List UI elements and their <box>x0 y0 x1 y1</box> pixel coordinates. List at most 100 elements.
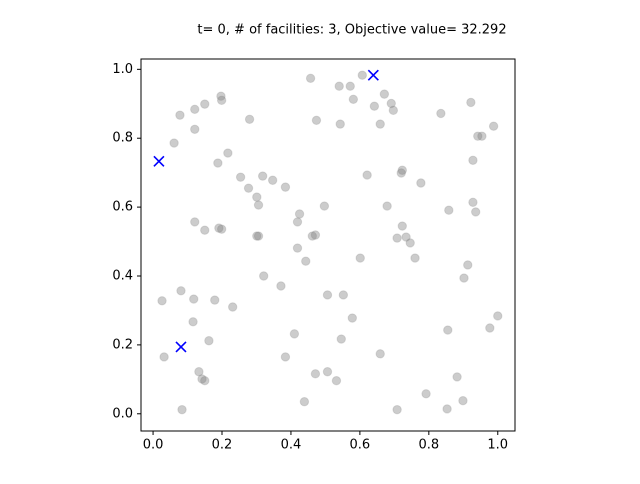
point <box>216 91 226 101</box>
point <box>253 200 264 210</box>
point <box>301 256 311 266</box>
point <box>369 101 380 111</box>
point <box>190 104 200 114</box>
x-tick-label: 1.0 <box>487 438 508 453</box>
point <box>188 317 198 327</box>
x-tick-label: 0.2 <box>212 438 233 453</box>
point <box>227 302 238 312</box>
point <box>243 183 254 193</box>
point <box>459 273 469 283</box>
point <box>280 352 291 362</box>
point <box>331 376 342 386</box>
point <box>436 108 446 119</box>
point <box>347 313 358 323</box>
point <box>392 233 402 243</box>
point <box>223 148 233 158</box>
point <box>357 70 367 80</box>
point <box>452 372 462 382</box>
point <box>244 114 255 124</box>
point <box>401 232 411 242</box>
point <box>169 138 179 148</box>
point <box>194 367 204 377</box>
point <box>442 404 452 414</box>
point <box>252 192 262 202</box>
point <box>322 290 333 300</box>
point <box>213 158 223 168</box>
x-tick-label: 0.6 <box>350 438 371 453</box>
point <box>444 205 454 215</box>
point <box>305 73 316 83</box>
point <box>338 290 349 300</box>
point <box>190 217 200 227</box>
point <box>210 295 220 305</box>
plot-frame <box>140 58 516 432</box>
point <box>468 155 478 165</box>
point <box>319 201 330 211</box>
point <box>177 404 187 415</box>
chart-title: t= 0, # of facilities: 3, Objective valu… <box>197 23 506 38</box>
y-tick-label: 0.0 <box>112 406 133 421</box>
y-tick-label: 0.8 <box>112 131 133 146</box>
y-tick-label: 0.4 <box>112 269 133 284</box>
point <box>200 376 210 386</box>
x-tick-label: 0.4 <box>281 438 302 453</box>
x-tick-label: 0.0 <box>143 438 164 453</box>
point <box>252 231 262 241</box>
point <box>375 119 385 129</box>
point <box>310 369 321 379</box>
point <box>397 165 407 175</box>
point <box>463 260 473 270</box>
point <box>443 325 453 335</box>
point <box>175 110 185 120</box>
point <box>410 253 420 263</box>
point <box>235 172 246 182</box>
point <box>471 207 481 217</box>
point <box>216 224 227 234</box>
point <box>388 105 399 116</box>
point <box>416 178 426 188</box>
point <box>379 89 390 99</box>
point <box>276 281 286 291</box>
point <box>189 294 199 304</box>
point <box>307 231 318 241</box>
point <box>253 231 264 241</box>
y-tick-label: 0.6 <box>112 200 133 215</box>
point <box>197 374 207 384</box>
x-tick-label: 0.8 <box>418 438 439 453</box>
point <box>397 221 407 231</box>
point <box>216 95 227 106</box>
point <box>200 225 210 235</box>
point <box>159 352 169 362</box>
point <box>466 97 476 108</box>
facility-marker <box>175 341 187 353</box>
point <box>322 367 333 377</box>
point <box>392 404 402 415</box>
point <box>259 271 269 281</box>
point <box>473 131 483 141</box>
point <box>458 395 468 406</box>
point <box>362 170 372 180</box>
point <box>488 121 499 131</box>
point <box>200 99 210 109</box>
point <box>292 243 303 253</box>
point <box>355 253 365 263</box>
point <box>299 397 310 407</box>
y-tick-label: 0.2 <box>112 337 133 352</box>
point <box>336 334 346 344</box>
point <box>386 98 396 109</box>
point <box>204 336 214 346</box>
point <box>375 349 385 359</box>
point <box>405 238 415 248</box>
point <box>190 124 200 134</box>
point <box>396 168 406 178</box>
point <box>493 311 503 321</box>
point <box>176 286 186 296</box>
point <box>157 296 167 306</box>
point <box>267 175 278 185</box>
facility-marker <box>367 69 379 81</box>
facility-marker <box>153 155 165 167</box>
point <box>334 81 344 91</box>
y-tick-label: 1.0 <box>112 62 133 77</box>
